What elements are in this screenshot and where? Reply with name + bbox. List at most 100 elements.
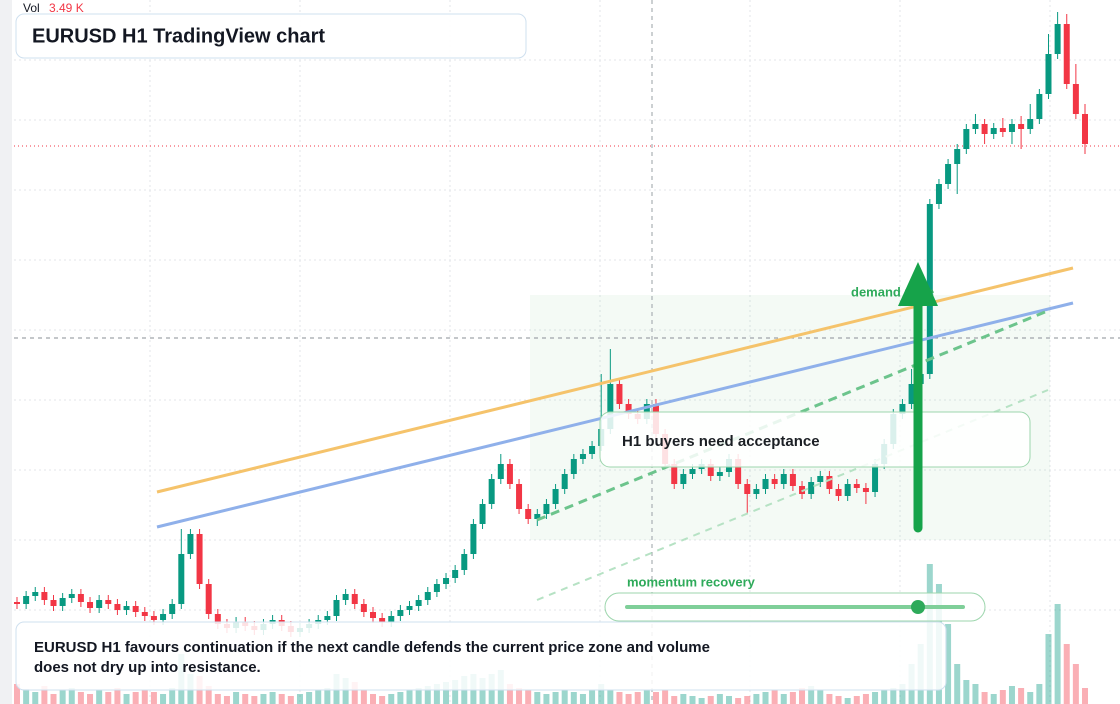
volume-bar xyxy=(114,688,121,704)
volume-bar xyxy=(59,690,66,704)
volume-bar xyxy=(862,694,869,704)
volume-bar xyxy=(242,694,249,704)
volume-label: Vol xyxy=(23,1,40,15)
volume-bar xyxy=(616,692,623,704)
volume-bar xyxy=(716,694,723,704)
volume-bar xyxy=(433,684,440,704)
candle-body xyxy=(123,606,130,610)
volume-bar xyxy=(808,686,815,704)
candle-body xyxy=(972,124,979,129)
volume-bar xyxy=(415,688,422,704)
volume-bar xyxy=(1027,692,1034,704)
volume-bar xyxy=(397,692,404,704)
slider-knob[interactable] xyxy=(911,600,925,614)
candle-body xyxy=(990,128,997,134)
candle-body xyxy=(954,149,961,164)
candle-body xyxy=(780,474,787,484)
candle-body xyxy=(388,616,395,622)
volume-bar xyxy=(32,692,39,704)
candle-body xyxy=(516,484,523,509)
candle-body xyxy=(1027,119,1034,129)
volume-bar xyxy=(853,696,860,704)
volume-bar xyxy=(753,694,760,704)
candle-body xyxy=(141,612,148,616)
volume-bar xyxy=(1008,686,1015,704)
volume-bar xyxy=(388,694,395,704)
candle-body xyxy=(415,600,422,606)
volume-bar xyxy=(123,694,130,704)
candle-body xyxy=(424,592,431,600)
volume-bar xyxy=(260,694,267,704)
volume-bar xyxy=(479,678,486,704)
volume-bar xyxy=(680,694,687,704)
volume-bar xyxy=(634,692,641,704)
volume-bar xyxy=(607,690,614,704)
candle-body xyxy=(23,596,30,604)
volume-bar xyxy=(744,696,751,704)
volume-bar xyxy=(799,688,806,704)
volume-bar xyxy=(287,696,294,704)
candle-body xyxy=(853,484,860,488)
candle-body xyxy=(397,610,404,616)
volume-bar xyxy=(233,692,240,704)
candle-body xyxy=(342,594,349,600)
volume-bar xyxy=(443,682,450,704)
volume-bar xyxy=(552,692,559,704)
volume-bar xyxy=(525,690,532,704)
volume-bar xyxy=(780,694,787,704)
volume-bar xyxy=(1045,634,1052,704)
volume-bar xyxy=(561,690,568,704)
candle-body xyxy=(406,606,413,610)
volume-bar xyxy=(360,690,367,704)
candle-body xyxy=(789,474,796,486)
side-strip xyxy=(0,0,12,704)
volume-bar xyxy=(1054,604,1061,704)
volume-bar xyxy=(999,690,1006,704)
candle-body xyxy=(707,464,714,476)
volume-bar xyxy=(1018,688,1025,704)
volume-bar xyxy=(570,692,577,704)
volume-bar xyxy=(324,688,331,704)
candle-body xyxy=(607,384,614,429)
candle-body xyxy=(753,489,760,494)
volume-bar xyxy=(41,686,48,704)
volume-bar xyxy=(1063,644,1070,704)
volume-bar xyxy=(735,698,742,704)
volume-bar xyxy=(370,694,376,704)
volume-bar xyxy=(506,684,513,704)
candle-body xyxy=(616,384,623,404)
summary-line: EURUSD H1 favours continuation if the ne… xyxy=(34,639,710,656)
candle-body xyxy=(461,554,468,570)
candle-body xyxy=(844,484,851,496)
volume-bar xyxy=(762,692,769,704)
candle-body xyxy=(1054,24,1061,54)
candle-body xyxy=(1036,94,1043,119)
candle-body xyxy=(96,600,103,608)
candle-body xyxy=(452,570,459,578)
candle-body xyxy=(187,534,194,554)
volume-bar xyxy=(990,694,997,704)
candle-body xyxy=(981,124,988,134)
candle-body xyxy=(808,482,815,494)
volume-bar xyxy=(872,692,879,704)
candle-body xyxy=(14,602,20,604)
volume-bar xyxy=(726,696,732,704)
volume-bar xyxy=(534,692,541,704)
volume-bar xyxy=(643,690,650,704)
candle-body xyxy=(1008,124,1015,132)
volume-bar xyxy=(1036,684,1043,704)
candle-body xyxy=(379,618,386,622)
candle-body xyxy=(744,484,751,494)
candle-body xyxy=(41,592,48,600)
candle-body xyxy=(570,459,577,474)
candle-body xyxy=(479,504,486,524)
candle-body xyxy=(196,534,203,584)
candle-body xyxy=(862,488,869,492)
candle-body xyxy=(50,600,57,606)
volume-bar xyxy=(141,690,148,704)
candle-body xyxy=(689,469,696,474)
volume-bar xyxy=(899,684,906,704)
candle-body xyxy=(1082,114,1088,144)
